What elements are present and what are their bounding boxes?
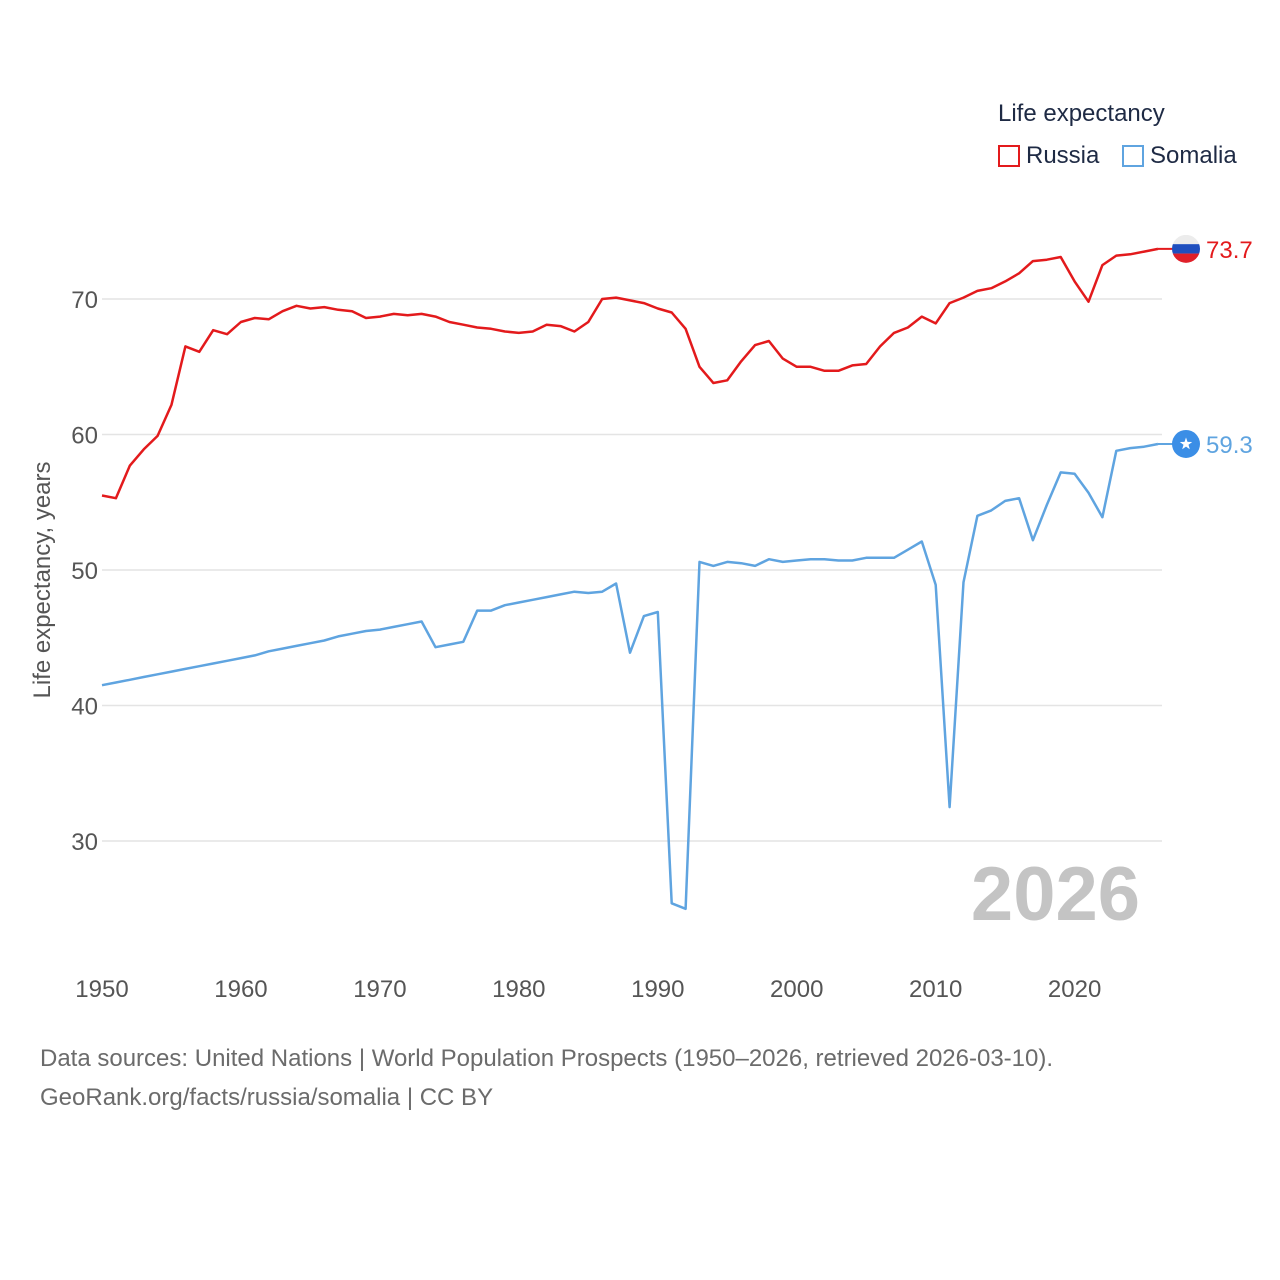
legend-swatch-russia <box>998 145 1020 167</box>
x-tick-label: 2010 <box>909 976 962 1003</box>
x-tick-label: 1950 <box>75 976 128 1003</box>
y-tick-label: 70 <box>71 287 98 314</box>
russia-flag-icon <box>1172 234 1200 263</box>
y-tick-label: 50 <box>71 558 98 585</box>
x-tick-label: 2000 <box>770 976 823 1003</box>
legend-title: Life expectancy <box>998 100 1165 127</box>
somalia-flag-icon <box>1172 429 1200 458</box>
year-watermark: 2026 <box>971 852 1140 937</box>
y-axis-ticks: 30 40 50 60 70 <box>71 287 98 856</box>
x-tick-label: 1970 <box>353 976 406 1003</box>
y-tick-label: 40 <box>71 694 98 721</box>
end-value-label-somalia: 59.3 <box>1206 432 1253 459</box>
legend-label-somalia: Somalia <box>1150 142 1237 169</box>
series-group <box>101 247 1159 911</box>
source-line-1: Data sources: United Nations | World Pop… <box>40 1045 1054 1072</box>
x-axis-ticks: 1950 1960 1970 1980 1990 2000 2010 2020 <box>75 976 1101 1003</box>
series-line-russia <box>101 247 1159 500</box>
end-markers: 73.7 59.3 <box>1158 234 1253 459</box>
legend-item-russia[interactable]: Russia <box>998 142 1099 170</box>
end-value-label-russia: 73.7 <box>1206 237 1253 264</box>
series-line-somalia <box>101 442 1159 911</box>
y-tick-label: 60 <box>71 423 98 450</box>
y-tick-label: 30 <box>71 829 98 856</box>
y-axis-label: Life expectancy, years <box>29 461 56 698</box>
x-tick-label: 1960 <box>214 976 267 1003</box>
x-tick-label: 1980 <box>492 976 545 1003</box>
grid-lines <box>102 298 1162 842</box>
x-tick-label: 2020 <box>1048 976 1101 1003</box>
x-tick-label: 1990 <box>631 976 684 1003</box>
legend-item-somalia[interactable]: Somalia <box>1122 142 1237 170</box>
legend-swatch-somalia <box>1122 145 1144 167</box>
legend-label-russia: Russia <box>1026 142 1100 169</box>
source-link[interactable]: GeoRank.org/facts/russia/somalia | CC BY <box>40 1084 494 1111</box>
